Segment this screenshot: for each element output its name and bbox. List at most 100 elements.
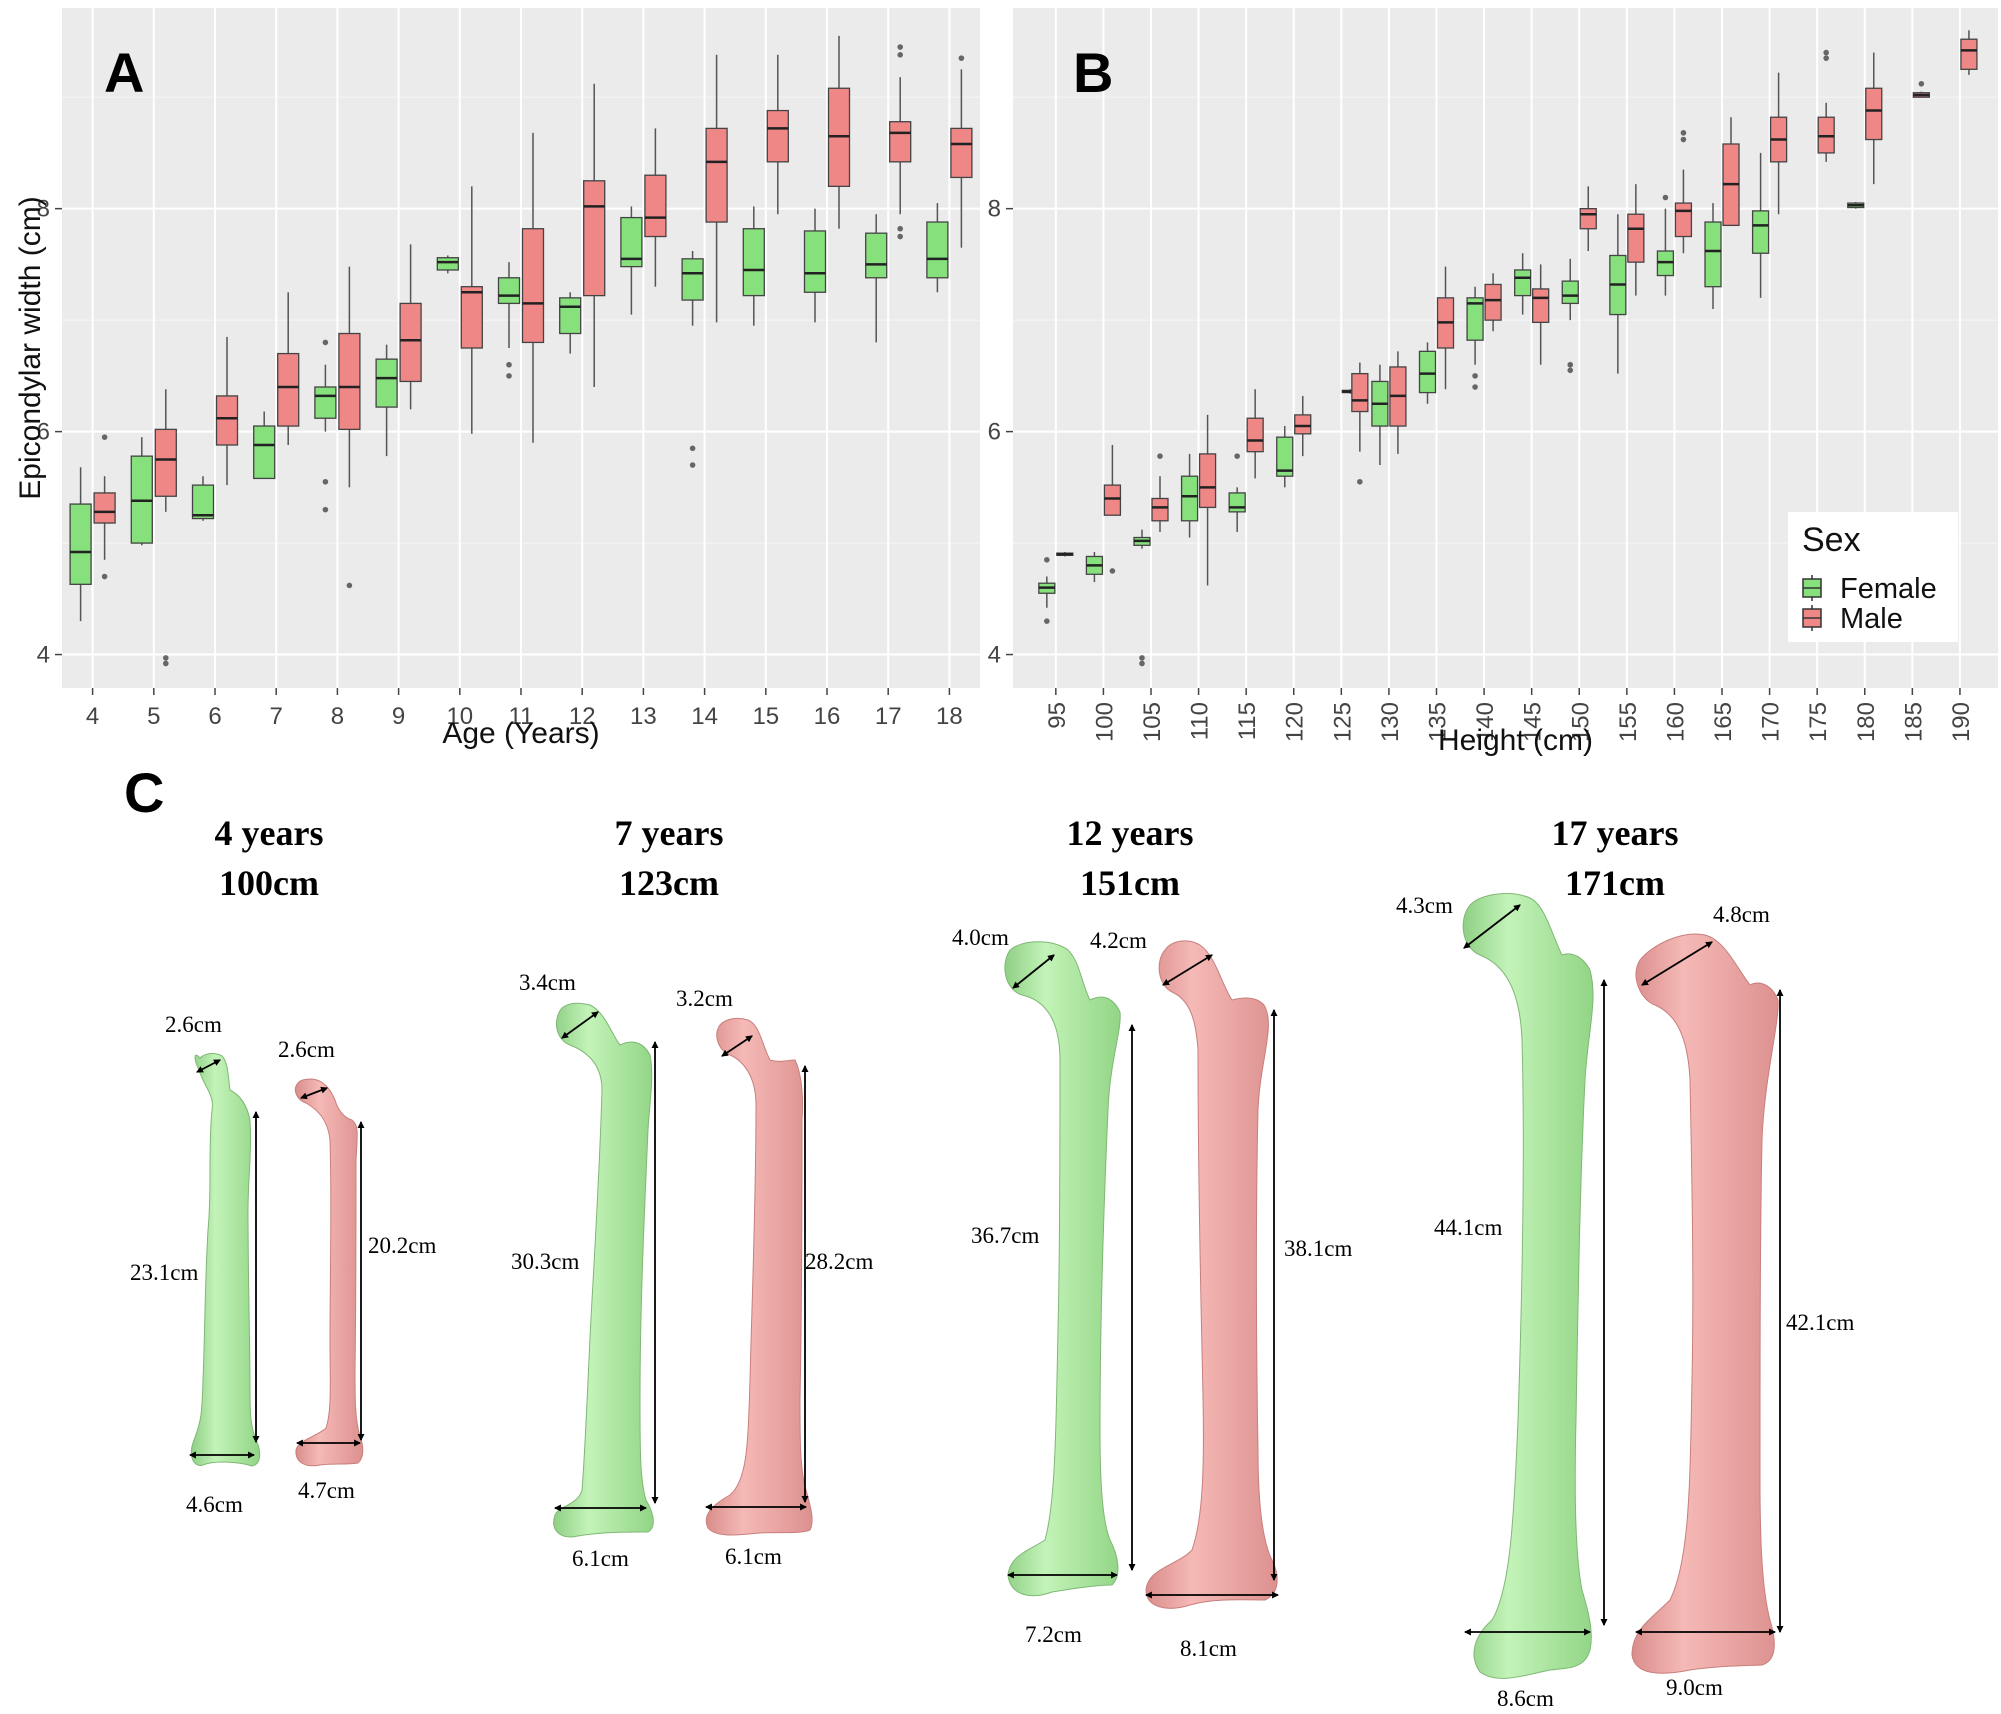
male-box-16 (827, 35, 851, 229)
outlier-point (897, 52, 903, 58)
box-iqr (1103, 484, 1122, 516)
box-iqr (1466, 297, 1484, 341)
group-age-label: 17 years (1552, 813, 1679, 853)
outlier-point (689, 462, 696, 468)
panel-b-x-axis-title: Height (cm) (1438, 724, 1593, 757)
outlier-point (1044, 557, 1050, 563)
x-tick-label: 145 (1520, 702, 1547, 742)
box-iqr (1960, 38, 1978, 70)
legend-key-male (1802, 605, 1822, 631)
female-box-4 (69, 467, 92, 622)
x-tick-label: 8 (331, 703, 344, 730)
female-box-6 (191, 476, 215, 521)
male-box-150 (1579, 186, 1597, 252)
box-iqr (889, 121, 912, 163)
box-iqr (1294, 414, 1312, 435)
female-box-120 (1276, 426, 1294, 488)
y-tick-label: 4 (988, 642, 1001, 669)
group-age-label: 12 years (1067, 813, 1194, 853)
female-box-11 (497, 262, 521, 379)
box-iqr (277, 352, 300, 427)
outlier-point (1109, 568, 1116, 574)
outlier-point (1567, 361, 1574, 368)
box-iqr (681, 258, 704, 301)
legend-key-female (1802, 575, 1822, 601)
box-iqr (644, 174, 667, 238)
outlier-point (163, 655, 169, 661)
male-box-12 (583, 83, 606, 388)
y-tick-label: 8 (988, 196, 1001, 223)
group-height-label: 151cm (1080, 863, 1180, 903)
male-box-13 (644, 128, 667, 287)
panel-a-gridlines (62, 8, 980, 688)
male-condyle-measure: 8.1cm (1180, 1636, 1237, 1661)
female-box-165 (1704, 203, 1722, 309)
panel-c-femur-models: C 4 years 100cm 2.6cm 2.6cm 23.1cm 20.2c… (124, 761, 1854, 1711)
outlier-point (958, 55, 965, 61)
x-tick-label: 13 (630, 703, 657, 730)
x-tick-label: 120 (1282, 702, 1309, 742)
female-box-18 (926, 203, 949, 293)
x-tick-label: 100 (1091, 702, 1118, 742)
panel-b-chart: 4 6 8 95 100 105 110 115 120 125 130 135 140 145 150 15… (988, 8, 1998, 757)
male-box-6 (215, 336, 239, 486)
x-tick-label: 12 (569, 703, 596, 730)
legend: Sex Female Male (1788, 512, 1958, 642)
group-height-label: 171cm (1565, 863, 1665, 903)
x-tick-label: 15 (752, 703, 779, 730)
x-tick-label: 170 (1758, 702, 1785, 742)
male-length-measure: 42.1cm (1786, 1310, 1854, 1335)
y-tick-label: 4 (37, 642, 50, 669)
female-box-8 (314, 339, 337, 513)
panel-b-ticks: 4 6 8 95 100 105 110 115 120 125 130 135 140 145 150 15… (988, 196, 1975, 742)
female-condyle-measure: 6.1cm (572, 1546, 629, 1571)
female-length-measure: 23.1cm (130, 1260, 198, 1285)
outlier-point (897, 233, 903, 240)
femur-group-7-years: 7 years 123cm 3.4cm 3.2cm 30.3cm 28.2cm … (511, 813, 873, 1571)
male-box-160 (1674, 130, 1693, 254)
male-box-100 (1103, 444, 1122, 574)
x-tick-label: 9 (392, 703, 405, 730)
male-head-measure: 3.2cm (676, 986, 733, 1011)
group-age-label: 7 years (615, 813, 724, 853)
outlier-point (1472, 373, 1478, 379)
male-box-5 (154, 389, 177, 667)
male-box-18 (950, 55, 973, 248)
female-box-16 (803, 208, 827, 323)
male-condyle-measure: 6.1cm (725, 1544, 782, 1569)
box-iqr (620, 216, 643, 268)
box-iqr (69, 503, 92, 585)
x-tick-label: 17 (875, 703, 902, 730)
box-iqr (1228, 492, 1246, 513)
male-femur-model (1631, 933, 1779, 1674)
female-box-105 (1133, 529, 1151, 667)
male-box-140 (1484, 273, 1502, 332)
male-box-9 (399, 244, 422, 410)
box-iqr (1198, 453, 1217, 509)
female-box-150 (1561, 258, 1579, 374)
female-condyle-measure: 4.6cm (186, 1492, 243, 1517)
legend-label-female: Female (1840, 573, 1937, 605)
box-iqr (705, 127, 728, 223)
male-length-measure: 38.1cm (1284, 1236, 1352, 1261)
male-length-measure: 28.2cm (805, 1249, 873, 1274)
legend-label-male: Male (1840, 603, 1903, 635)
outlier-point (1139, 660, 1145, 667)
x-tick-label: 7 (270, 703, 283, 730)
box-iqr (460, 286, 483, 349)
box-iqr (93, 492, 116, 524)
female-head-measure: 4.3cm (1396, 893, 1453, 918)
box-iqr (215, 395, 239, 446)
box-iqr (1865, 87, 1883, 141)
box-iqr (766, 109, 789, 163)
box-iqr (1246, 417, 1264, 453)
x-tick-label: 4 (86, 703, 99, 730)
female-box-170 (1751, 152, 1770, 298)
female-length-measure: 30.3cm (511, 1249, 579, 1274)
female-head-measure: 2.6cm (165, 1012, 222, 1037)
x-tick-label: 6 (208, 703, 221, 730)
box-iqr (399, 302, 422, 383)
male-box-165 (1722, 117, 1740, 227)
female-box-95 (1038, 557, 1056, 624)
box-iqr (1418, 350, 1437, 394)
